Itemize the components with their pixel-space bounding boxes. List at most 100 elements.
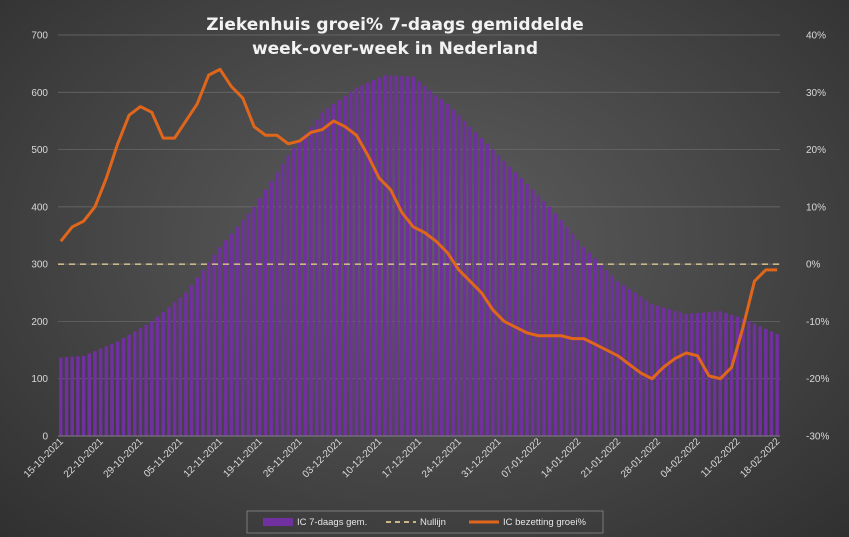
bar <box>638 296 643 436</box>
bar <box>138 328 143 436</box>
bar <box>445 103 450 437</box>
bar <box>570 233 575 436</box>
bar <box>115 341 120 436</box>
bar <box>59 357 63 436</box>
bar <box>303 133 308 436</box>
legend-label-bars: IC 7-daags gem. <box>297 517 367 528</box>
growth-line <box>59 67 778 381</box>
bar <box>712 311 717 436</box>
x-tick-label: 11-02-2022 <box>699 436 743 480</box>
line-layer <box>58 67 780 381</box>
bar <box>201 269 205 436</box>
x-tick-label: 03-12-2021 <box>301 436 345 480</box>
bar <box>354 87 359 436</box>
bar <box>87 353 92 436</box>
x-tick-label: 07-01-2022 <box>500 436 544 480</box>
y-left-tick-label: 200 <box>31 317 48 328</box>
bar <box>451 109 455 436</box>
bar <box>775 334 779 436</box>
bar <box>633 292 637 436</box>
y-left-tick-label: 700 <box>31 31 48 42</box>
x-tick-label: 04-02-2022 <box>659 436 703 480</box>
bar <box>479 138 484 437</box>
bar <box>542 201 546 436</box>
bar <box>331 104 336 437</box>
bar <box>297 140 302 437</box>
bar <box>104 346 109 436</box>
bar <box>735 316 740 436</box>
y-right-tick-label: 0% <box>806 260 821 271</box>
y-right-tick-label: 30% <box>806 88 826 99</box>
bar <box>371 80 376 436</box>
bar <box>661 307 666 436</box>
bar <box>349 91 353 436</box>
x-tick-label: 31-12-2021 <box>460 436 504 480</box>
bar <box>150 321 154 436</box>
bar <box>127 334 131 436</box>
bar <box>189 285 194 436</box>
bar <box>496 155 501 437</box>
bar <box>161 311 165 436</box>
bar <box>223 240 228 436</box>
bar <box>553 213 558 436</box>
bar <box>121 338 126 436</box>
bar <box>650 304 654 436</box>
bar <box>741 318 745 436</box>
bar <box>144 324 148 436</box>
bar <box>547 206 552 436</box>
legend-swatch-bars <box>263 518 293 526</box>
x-tick-label: 14-01-2022 <box>539 436 583 480</box>
y-left-tick-label: 600 <box>31 88 48 99</box>
bar-layer <box>59 75 779 437</box>
bar <box>525 183 529 436</box>
bar <box>439 99 444 436</box>
y-right-tick-label: 20% <box>806 145 826 156</box>
bar <box>280 163 285 436</box>
bar <box>286 155 290 437</box>
chart-title-line-1: Ziekenhuis groei% 7-daags gemiddelde <box>206 15 584 35</box>
x-tick-label: 28-01-2022 <box>619 436 663 480</box>
bar <box>729 314 734 436</box>
legend-label-line: IC bezetting groei% <box>503 517 586 528</box>
bar <box>195 277 200 436</box>
bar <box>474 132 478 436</box>
bar <box>422 85 427 436</box>
bar <box>434 94 438 437</box>
bar <box>93 351 97 436</box>
bar <box>360 85 364 437</box>
bar <box>309 126 313 436</box>
bar <box>258 198 262 436</box>
bar <box>667 309 671 436</box>
legend-box <box>246 510 604 534</box>
bar <box>155 316 160 436</box>
bar <box>76 356 80 436</box>
bar <box>604 269 609 436</box>
y-right-tick-label: 40% <box>806 31 826 42</box>
bar <box>167 307 171 436</box>
bar <box>644 300 649 436</box>
x-tick-label: 15-10-2021 <box>22 436 66 480</box>
bar <box>64 357 69 436</box>
bar <box>314 119 319 436</box>
x-tick-label: 18-02-2022 <box>738 436 782 480</box>
bar <box>457 115 461 436</box>
bar <box>565 226 569 436</box>
bar <box>599 264 603 436</box>
y-right-tick-label: 10% <box>806 202 826 213</box>
bar <box>269 181 273 436</box>
bar <box>377 77 381 437</box>
bar <box>343 95 347 436</box>
bar <box>417 81 421 436</box>
legend-label-nullijn: Nullijn <box>420 517 446 528</box>
bar <box>383 75 387 436</box>
bar <box>337 100 342 437</box>
bar <box>701 312 706 436</box>
bar <box>98 348 103 436</box>
bar <box>718 311 723 436</box>
bar <box>559 220 563 436</box>
bar <box>508 166 512 436</box>
y-left-tick-label: 100 <box>31 374 48 385</box>
bar <box>678 312 683 436</box>
bar <box>275 172 279 437</box>
bar <box>690 313 694 436</box>
